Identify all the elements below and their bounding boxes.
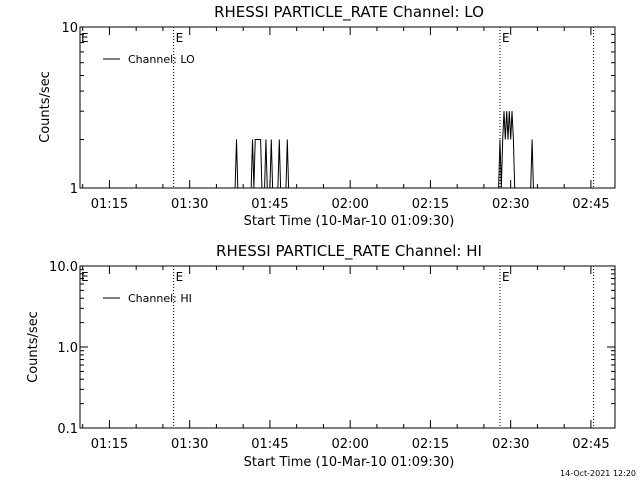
y-tick-label: 1 <box>70 182 78 197</box>
legend-label-lo: Channel: LO <box>128 53 195 66</box>
timestamp: 14-Oct-2021 12:20 <box>560 469 636 478</box>
event-label: E <box>502 270 510 284</box>
plot-frame-hi <box>79 265 616 429</box>
x-tick-label: 01:30 <box>171 437 208 452</box>
x-tick-label: 02:15 <box>412 437 449 452</box>
y-tick-label: 0.1 <box>57 422 78 437</box>
x-tick-label: 02:00 <box>331 437 368 452</box>
y-tick-label: 10.0 <box>49 260 78 275</box>
event-lines-lo: E EE <box>80 27 615 189</box>
chart-title-lo: RHESSI PARTICLE_RATE Channel: LO <box>214 3 484 22</box>
y-axis-label-lo: Counts/sec <box>38 71 53 143</box>
plot-frame-lo <box>79 26 616 189</box>
y-tick-label: 10 <box>61 21 78 36</box>
event-label-start: E <box>81 270 89 284</box>
panel-lo: RHESSI PARTICLE_RATE Channel: LO Start T… <box>38 3 616 229</box>
panel-hi: RHESSI PARTICLE_RATE Channel: HI Start T… <box>26 242 616 470</box>
x-tick-label: 02:00 <box>331 197 368 212</box>
event-lines-hi: E EE <box>81 266 595 428</box>
ticks-hi: 01:15 01:30 01:45 02:00 02:15 02:30 02:45 0.1 1.… <box>49 260 615 452</box>
ticks-lo: 01:15 01:30 01:45 02:00 02:15 02:30 02:45 1 10 <box>61 21 615 212</box>
x-axis-label-hi: Start Time (10-Mar-10 01:09:30) <box>244 455 455 470</box>
x-tick-label: 02:30 <box>492 437 529 452</box>
y-tick-label: 1.0 <box>57 341 78 356</box>
series-line-lo <box>234 111 535 189</box>
event-label: E <box>502 31 510 45</box>
x-tick-label: 02:15 <box>412 197 449 212</box>
event-label: E <box>176 31 184 45</box>
x-tick-label: 02:30 <box>492 197 529 212</box>
x-tick-label: 01:15 <box>91 197 128 212</box>
x-tick-label: 01:45 <box>251 197 288 212</box>
chart-title-hi: RHESSI PARTICLE_RATE Channel: HI <box>216 242 482 261</box>
x-tick-label: 02:45 <box>572 197 609 212</box>
legend-label-hi: Channel: HI <box>128 292 192 305</box>
x-tick-label: 01:45 <box>251 437 288 452</box>
x-tick-label: 01:15 <box>91 437 128 452</box>
x-tick-label: 01:30 <box>171 197 208 212</box>
x-tick-label: 02:45 <box>572 437 609 452</box>
event-label-start: E <box>81 31 89 45</box>
x-axis-label-lo: Start Time (10-Mar-10 01:09:30) <box>244 214 455 229</box>
y-axis-label-hi: Counts/sec <box>26 311 41 383</box>
event-label: E <box>176 270 184 284</box>
